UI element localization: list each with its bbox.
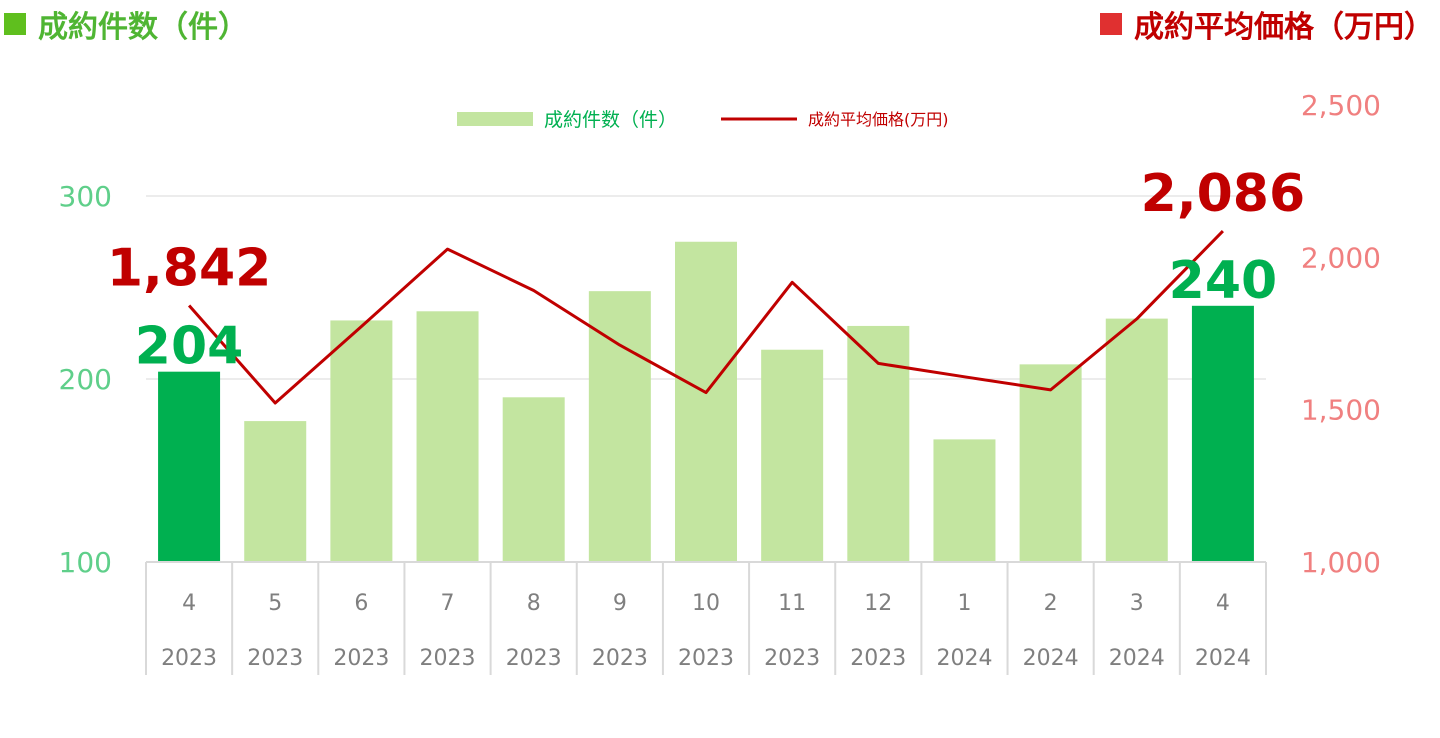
count-callout: 240 (1169, 251, 1278, 311)
year-label: 2024 (936, 646, 992, 671)
bar-series (158, 241, 1254, 562)
bar (1191, 305, 1254, 562)
month-label: 5 (268, 591, 282, 616)
month-label: 8 (527, 591, 541, 616)
bar (675, 241, 737, 562)
price-line (187, 230, 1224, 405)
right-axis-title: 成約平均価格（万円） (1100, 2, 1434, 46)
legend-bar-label: 成約件数（件） (544, 109, 677, 131)
right-tick-label: 2,000 (1301, 241, 1381, 274)
month-label: 4 (1216, 591, 1230, 616)
month-label: 1 (957, 591, 971, 616)
bar (847, 325, 910, 562)
month-label: 3 (1130, 591, 1144, 616)
month-label: 6 (354, 591, 368, 616)
year-label: 2024 (1195, 646, 1251, 671)
year-label: 2023 (506, 646, 562, 671)
right-axis: 1,000 1,500 2,000 2,500 (1301, 89, 1381, 579)
bar (1105, 318, 1168, 562)
year-label: 2023 (161, 646, 217, 671)
line-series (187, 230, 1224, 405)
bar (244, 421, 307, 562)
left-tick-label: 100 (59, 546, 112, 579)
month-label: 10 (692, 591, 720, 616)
left-axis-title: 成約件数（件） (4, 2, 248, 46)
year-label: 2023 (333, 646, 389, 671)
right-tick-label: 1,000 (1301, 546, 1381, 579)
bar (330, 320, 393, 562)
year-label: 2023 (850, 646, 906, 671)
year-label: 2023 (247, 646, 303, 671)
year-label: 2023 (764, 646, 820, 671)
month-label: 2 (1044, 591, 1058, 616)
green-square-icon (4, 13, 26, 35)
right-tick-label: 2,500 (1301, 89, 1381, 122)
bar (416, 311, 479, 562)
count-callout: 204 (135, 317, 244, 377)
bar (1019, 364, 1082, 562)
bar (158, 371, 221, 562)
year-label: 2024 (1109, 646, 1165, 671)
left-axis: 100 200 300 (59, 180, 112, 579)
month-label: 12 (864, 591, 892, 616)
month-label: 7 (441, 591, 455, 616)
month-label: 9 (613, 591, 627, 616)
year-label: 2023 (420, 646, 476, 671)
right-tick-label: 1,500 (1301, 394, 1381, 427)
legend-line-label: 成約平均価格(万円) (808, 110, 949, 129)
price-callout: 2,086 (1141, 164, 1305, 224)
data-callouts: 1,842 204 2,086 240 (107, 164, 1305, 377)
bar (761, 349, 824, 562)
price-callout: 1,842 (107, 238, 271, 298)
legend: 成約件数（件） 成約平均価格(万円) (457, 109, 949, 131)
month-label: 4 (182, 591, 196, 616)
year-label: 2023 (592, 646, 648, 671)
bar (502, 397, 565, 562)
bar (588, 291, 651, 562)
month-label: 11 (778, 591, 806, 616)
right-axis-title-text: 成約平均価格（万円） (1134, 10, 1434, 45)
left-tick-label: 200 (59, 363, 112, 396)
year-label: 2023 (678, 646, 734, 671)
left-tick-label: 300 (59, 180, 112, 213)
left-axis-title-text: 成約件数（件） (38, 10, 248, 45)
year-label: 2024 (1023, 646, 1079, 671)
legend-bar-swatch (457, 112, 533, 126)
category-axis: 4 2023 5 2023 6 2023 7 2023 8 2023 9 2023 10 2023 11 20… (145, 561, 1267, 675)
bar (933, 439, 996, 562)
red-square-icon (1100, 13, 1122, 35)
